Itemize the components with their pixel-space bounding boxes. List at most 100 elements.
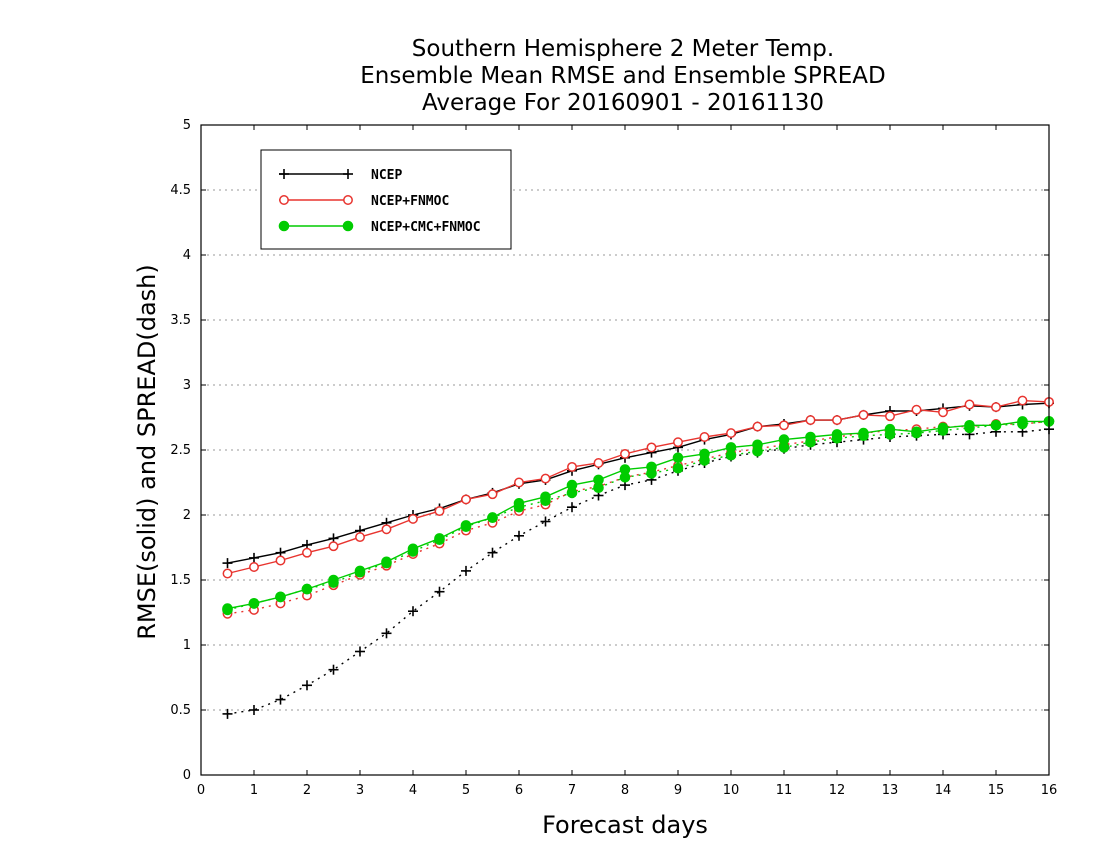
series-ncep-fnmoc-rmse-point	[885, 411, 895, 422]
x-tick-label: 2	[303, 783, 311, 798]
series-ncep-spread-point	[567, 502, 577, 513]
x-tick-label: 8	[621, 783, 629, 798]
series-ncep-cmc-fnmoc-rmse-point	[540, 491, 551, 503]
series-ncep-rmse-point	[249, 552, 259, 563]
series-ncep-fnmoc-rmse-point	[911, 404, 922, 415]
legend-marker-ncep-fnmoc	[343, 195, 353, 205]
series-ncep-spread-point	[328, 664, 339, 675]
series-ncep-fnmoc-rmse-point	[964, 399, 975, 410]
y-tick-label: 4.5	[170, 183, 191, 198]
series-ncep-fnmoc-rmse-point	[726, 428, 736, 439]
x-tick-label: 1	[250, 783, 258, 798]
series-ncep-spread-point	[408, 606, 418, 617]
series-ncep-cmc-fnmoc-rmse-point	[646, 461, 657, 473]
series-ncep-cmc-fnmoc-rmse-point	[805, 431, 816, 443]
series-ncep-spread-point	[275, 694, 286, 705]
x-tick-label: 12	[829, 783, 846, 798]
series-ncep-cmc-fnmoc-rmse-point	[1017, 416, 1028, 427]
series-ncep-fnmoc-rmse-point	[805, 415, 816, 426]
series-ncep-fnmoc-rmse-point	[1017, 395, 1028, 406]
series-ncep-cmc-fnmoc-rmse-point	[381, 556, 392, 568]
legend: NCEP NCEP+FNMOC NCEP+CMC+FNMOC	[260, 149, 512, 250]
series-ncep-fnmoc-rmse-point	[699, 432, 710, 442]
series-ncep-cmc-fnmoc-rmse-point	[619, 464, 631, 475]
y-tick-label: 1	[183, 638, 191, 653]
y-tick-label: 0.5	[170, 703, 191, 718]
series-ncep-cmc-fnmoc-rmse-point	[222, 603, 233, 614]
series-ncep-spread-point	[540, 516, 551, 527]
series-ncep-fnmoc-rmse-point	[328, 541, 339, 552]
legend-label-ncep: NCEP	[371, 168, 402, 183]
series-ncep-fnmoc-rmse-point	[275, 555, 286, 566]
series-ncep-spread-point	[487, 547, 498, 558]
series-ncep-cmc-fnmoc-rmse-point	[301, 583, 313, 595]
series-ncep-cmc-fnmoc-rmse-point	[328, 574, 339, 586]
series-ncep-cmc-fnmoc-rmse-point	[354, 565, 366, 577]
series-ncep-cmc-fnmoc-rmse-point	[487, 512, 498, 523]
series-ncep-spread-point	[249, 705, 259, 715]
series-ncep-cmc-fnmoc-rmse-point	[778, 434, 790, 445]
series-ncep-fnmoc-rmse-point	[938, 407, 948, 418]
x-tick-label: 4	[409, 783, 417, 798]
series-ncep-cmc-fnmoc-rmse-point	[699, 448, 710, 460]
y-tick-label: 3	[183, 378, 191, 393]
chart-title-line-1: Southern Hemisphere 2 Meter Temp.	[411, 36, 835, 62]
series-ncep-cmc-fnmoc-rmse-point	[911, 426, 922, 438]
series-ncep-fnmoc-rmse-point	[355, 532, 365, 543]
series-ncep-cmc-fnmoc-rmse-point	[566, 479, 578, 491]
series-ncep-fnmoc-rmse-point	[302, 547, 312, 558]
series-ncep-cmc-fnmoc-spread-line	[227, 420, 1050, 611]
legend-marker-ncep-cmc-fnmoc	[278, 220, 290, 232]
series-ncep-spread-point	[381, 628, 392, 639]
y-tick-label: 1.5	[170, 573, 191, 588]
series-ncep-cmc-fnmoc-rmse-point	[990, 420, 1002, 431]
legend-marker-ncep-fnmoc	[279, 195, 289, 205]
series-ncep-cmc-fnmoc-rmse-point	[964, 420, 975, 431]
series-ncep-cmc-fnmoc-rmse-point	[937, 422, 949, 434]
series-ncep-fnmoc-rmse-point	[567, 461, 577, 472]
series-ncep-spread-line	[227, 428, 1050, 715]
x-tick-label: 14	[935, 783, 952, 798]
series-ncep-cmc-fnmoc-rmse-point	[275, 591, 286, 603]
chart-title-line-3: Average For 20160901 - 20161130	[421, 90, 825, 116]
series-ncep-cmc-fnmoc-rmse-point	[884, 423, 896, 435]
series-ncep-spread-point	[434, 586, 445, 597]
y-tick-label: 4	[183, 248, 191, 263]
series-ncep-cmc-fnmoc-spread-point	[672, 462, 684, 474]
series-ncep-cmc-fnmoc-rmse-point	[672, 452, 684, 464]
legend-label-ncep-cmc-fnmoc: NCEP+CMC+FNMOC	[371, 220, 481, 235]
series-ncep-fnmoc-spread-line	[227, 420, 1050, 615]
series-ncep-fnmoc-rmse-point	[593, 458, 604, 468]
series-ncep-cmc-fnmoc-rmse-point	[752, 439, 763, 451]
legend-marker-ncep	[343, 169, 353, 179]
series-ncep-fnmoc-rmse-point	[540, 473, 551, 484]
series-ncep-cmc-fnmoc-rmse-point	[407, 543, 419, 555]
x-tick-label: 6	[515, 783, 523, 798]
series-ncep-fnmoc-rmse-point	[461, 494, 471, 505]
series-ncep-cmc-fnmoc-rmse-point	[513, 498, 525, 509]
series-ncep-spread-point	[461, 565, 471, 576]
series-ncep-cmc-fnmoc-rmse-point	[858, 427, 869, 439]
series-ncep-cmc-fnmoc-rmse-point	[831, 429, 843, 440]
series-ncep-spread-point	[514, 530, 524, 541]
x-tick-label: 3	[356, 783, 364, 798]
legend-label-ncep-fnmoc: NCEP+FNMOC	[371, 194, 449, 209]
series-layer	[222, 395, 1055, 719]
series-ncep-fnmoc-rmse-point	[487, 489, 498, 500]
x-tick-label: 16	[1041, 783, 1058, 798]
series-ncep-fnmoc-rmse-point	[514, 477, 524, 488]
series-ncep-fnmoc-rmse-point	[832, 415, 842, 426]
legend-marker-ncep-cmc-fnmoc	[342, 220, 354, 232]
series-ncep-cmc-fnmoc-rmse-point	[248, 598, 260, 609]
series-ncep-fnmoc-rmse-point	[858, 409, 869, 420]
series-ncep-fnmoc-rmse-point	[249, 562, 259, 572]
x-tick-label: 5	[462, 783, 470, 798]
series-ncep-cmc-fnmoc-rmse-point	[434, 533, 445, 544]
series-ncep-fnmoc-rmse-point	[991, 402, 1001, 413]
y-tick-label: 5	[183, 118, 191, 133]
series-ncep-fnmoc-rmse-point	[381, 524, 392, 535]
y-tick-label: 2	[183, 508, 191, 523]
x-axis-title: Forecast days	[542, 811, 708, 839]
y-axis-title: RMSE(solid) and SPREAD(dash)	[133, 264, 161, 640]
